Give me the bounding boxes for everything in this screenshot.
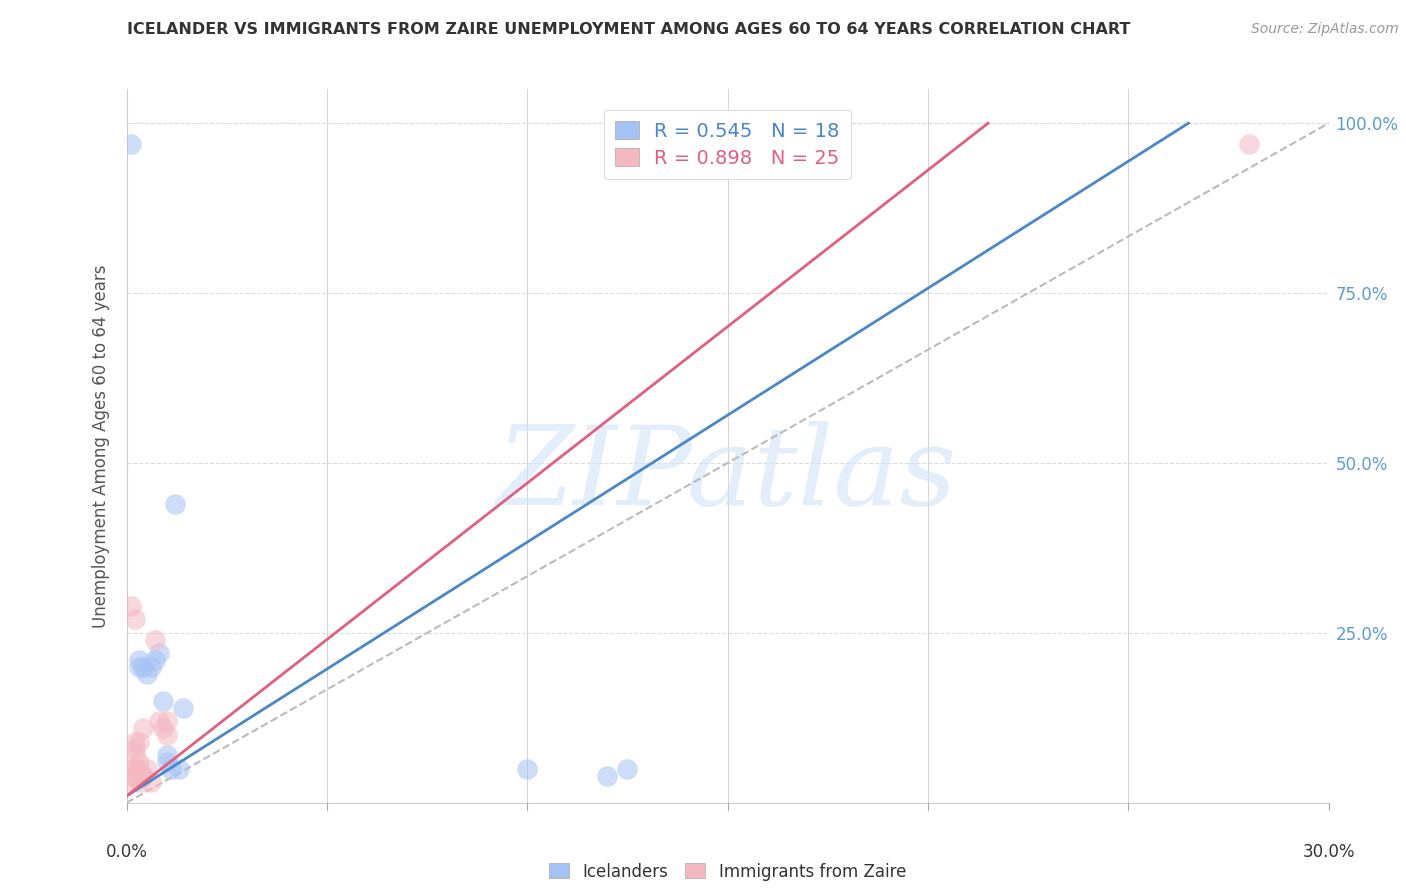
Point [124, 741, 146, 756]
Point [124, 748, 146, 763]
Point [120, 762, 142, 776]
Point [120, 769, 142, 783]
Point [163, 497, 186, 511]
Text: Source: ZipAtlas.com: Source: ZipAtlas.com [1251, 22, 1399, 37]
Point [128, 755, 150, 769]
Point [596, 769, 619, 783]
Text: 30.0%: 30.0% [1302, 843, 1355, 861]
Point [155, 748, 177, 763]
Text: 0.0%: 0.0% [105, 843, 148, 861]
Point [616, 762, 638, 776]
Point [152, 694, 174, 708]
Point [124, 612, 146, 626]
Point [128, 660, 150, 674]
Point [148, 714, 170, 729]
Point [159, 762, 181, 776]
Point [148, 646, 170, 660]
Point [155, 714, 177, 729]
Point [124, 769, 146, 783]
Point [120, 136, 142, 151]
Point [128, 734, 150, 748]
Point [131, 769, 153, 783]
Point [128, 775, 150, 789]
Text: ZIPatlas: ZIPatlas [498, 421, 957, 528]
Point [120, 599, 142, 613]
Point [135, 762, 157, 776]
Point [155, 755, 177, 769]
Y-axis label: Unemployment Among Ages 60 to 64 years: Unemployment Among Ages 60 to 64 years [91, 264, 110, 628]
Point [128, 762, 150, 776]
Point [135, 666, 157, 681]
Point [120, 775, 142, 789]
Point [172, 700, 194, 714]
Point [128, 653, 150, 667]
Point [152, 721, 174, 735]
Point [131, 660, 153, 674]
Text: ICELANDER VS IMMIGRANTS FROM ZAIRE UNEMPLOYMENT AMONG AGES 60 TO 64 YEARS CORREL: ICELANDER VS IMMIGRANTS FROM ZAIRE UNEMP… [127, 22, 1130, 37]
Point [131, 769, 153, 783]
Point [139, 775, 162, 789]
Point [124, 762, 146, 776]
Point [1237, 136, 1260, 151]
Point [155, 728, 177, 742]
Point [139, 660, 162, 674]
Point [131, 721, 153, 735]
Point [167, 762, 190, 776]
Point [143, 632, 166, 647]
Point [516, 762, 538, 776]
Point [143, 653, 166, 667]
Point [124, 734, 146, 748]
Legend: Icelanders, Immigrants from Zaire: Icelanders, Immigrants from Zaire [543, 856, 912, 888]
